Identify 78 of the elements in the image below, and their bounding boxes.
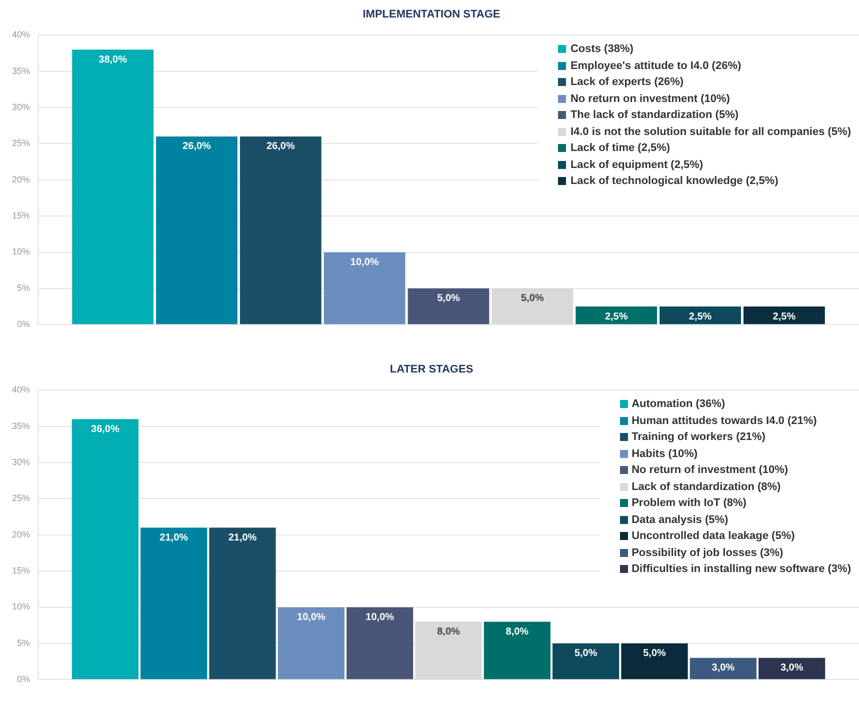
bar [209, 528, 276, 680]
bar [758, 658, 826, 680]
legend-label: Lack of standardization (8%) [632, 480, 781, 493]
y-tick-label: 0% [17, 319, 30, 330]
legend-label: Problem with IoT (8%) [632, 497, 746, 510]
bar [552, 643, 620, 680]
y-tick-label: 25% [12, 493, 30, 504]
data-label: 3,0% [712, 662, 735, 674]
bar [140, 528, 208, 680]
bar [743, 306, 825, 324]
y-tick-label: 0% [17, 674, 30, 684]
bar [240, 136, 322, 324]
data-label: 5,0% [643, 648, 666, 660]
data-label: 26,0% [182, 141, 212, 152]
legend-label: Difficulties in installing new software (3%) [632, 563, 851, 576]
legend-label: Costs (38%) [570, 43, 634, 56]
y-tick-label: 40% [12, 30, 30, 40]
legend-label: Habits (10%) [632, 448, 698, 460]
data-label: 5,0% [437, 293, 460, 304]
bar [72, 419, 138, 680]
y-tick-label: 35% [12, 66, 30, 76]
data-label: 8,0% [506, 626, 529, 638]
legend-label: The lack of standardization (5%) [570, 109, 739, 122]
bar [408, 288, 490, 324]
y-tick-label: 15% [12, 566, 30, 576]
data-label: 5,0% [521, 293, 544, 304]
chart-title: IMPLEMENTATION STAGE [362, 8, 500, 21]
legend-label: Possibility of job losses (3%) [632, 546, 784, 559]
bar [576, 306, 658, 324]
y-tick-label: 20% [12, 174, 30, 184]
data-label: 10,0% [366, 612, 394, 623]
y-tick-label: 10% [12, 246, 30, 257]
data-label: 38,0% [98, 54, 128, 66]
legend-label: No return on investment (10%) [570, 92, 730, 105]
data-label: 36,0% [91, 424, 120, 435]
y-tick-label: 5% [17, 282, 30, 293]
legend-label: No return of investment (10%) [632, 464, 788, 476]
data-label: 2,5% [688, 311, 712, 322]
legend-label: Lack of technological knowledge (2,5%) [570, 175, 778, 188]
data-label: 8,0% [437, 626, 460, 638]
data-label: 21,0% [160, 532, 188, 544]
data-label: 5,0% [574, 648, 598, 660]
y-tick-label: 35% [12, 420, 30, 431]
y-tick-label: 40% [12, 384, 30, 395]
bar [72, 50, 154, 324]
legend-label: Lack of equipment (2,5%) [570, 158, 704, 171]
y-tick-label: 25% [12, 138, 30, 148]
legend-label: Data analysis (5%) [632, 514, 728, 526]
bar [660, 306, 741, 324]
y-tick-label: 20% [12, 529, 30, 540]
legend-label: Lack of time (2,5%) [570, 142, 670, 154]
data-label: 10,0% [350, 257, 379, 268]
data-label: 2,5% [772, 311, 796, 322]
bar [346, 607, 414, 680]
bar [156, 136, 238, 324]
bar [278, 607, 344, 680]
data-label: 10,0% [297, 612, 326, 623]
data-label: 21,0% [228, 532, 257, 544]
data-label: 2,5% [604, 311, 628, 322]
legend-label: Training of workers (21%) [632, 431, 766, 444]
legend-label: Lack of experts (26%) [570, 76, 684, 88]
data-label: 26,0% [266, 141, 295, 152]
y-tick-label: 30% [12, 457, 30, 468]
legend-label: Employee's attitude to I4.0 (26%) [570, 60, 742, 72]
y-tick-label: 15% [12, 210, 30, 221]
bar [324, 252, 406, 324]
chart-title: LATER STAGES [390, 364, 474, 376]
bar [484, 622, 550, 680]
y-tick-label: 5% [17, 638, 30, 648]
legend-label: Human attitudes towards I4.0 (21%) [632, 414, 817, 427]
legend-label: I4.0 is not the solution suitable for all companies (5%) [570, 126, 851, 138]
y-tick-label: 30% [12, 102, 30, 112]
bar [621, 643, 688, 680]
data-label: 3,0% [780, 662, 804, 674]
bar [690, 658, 756, 680]
legend-label: Uncontrolled data leakage (5%) [632, 530, 795, 542]
legend-label: Automation (36%) [632, 398, 726, 410]
y-tick-label: 10% [12, 602, 30, 612]
